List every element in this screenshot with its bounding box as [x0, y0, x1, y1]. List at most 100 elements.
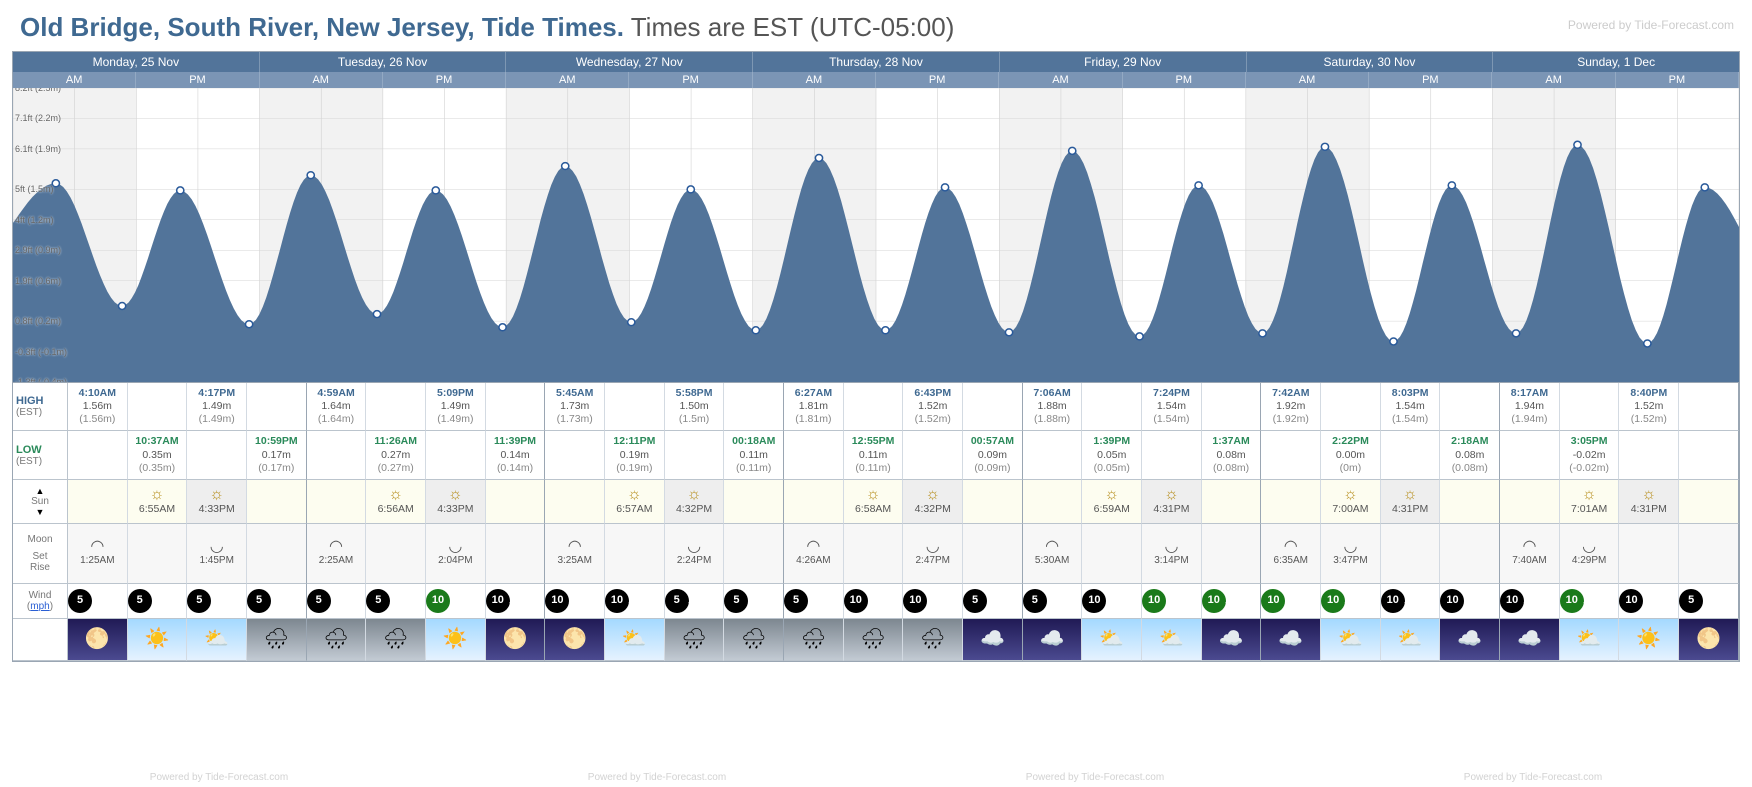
row-label-moon: Moon Set Rise	[13, 524, 68, 584]
row-label-sun: ▲ Sun ▼	[13, 480, 68, 524]
wind-indicator: 10↘	[903, 589, 927, 613]
ampm-label: PM	[383, 72, 506, 88]
data-cell	[486, 480, 546, 524]
wind-indicator: 5↑	[724, 589, 748, 613]
data-cell: ☁️	[963, 619, 1023, 661]
data-cell: ◡2:04PM	[426, 524, 486, 584]
data-cell	[545, 431, 605, 479]
data-cell: 6:27AM1.81m(1.81m)	[784, 383, 844, 431]
y-axis-label: 8.2ft (2.5m)	[15, 88, 61, 93]
ampm-label: PM	[136, 72, 259, 88]
weather-icon: ⛅	[1381, 619, 1440, 660]
wind-indicator: 10→	[1321, 589, 1345, 613]
y-axis-label: 4ft (1.2m)	[15, 215, 54, 225]
weather-icon: ☁️	[1440, 619, 1499, 660]
wind-indicator: 10→	[486, 589, 510, 613]
data-cell: ⛅	[1560, 619, 1620, 661]
sunset-icon: ☼	[1619, 487, 1678, 503]
weather-icon: ⛅	[1082, 619, 1141, 660]
moon-icon: ◠	[307, 539, 366, 555]
data-cell	[187, 431, 247, 479]
ampm-label: AM	[260, 72, 383, 88]
data-cell	[128, 383, 188, 431]
data-cell	[1142, 431, 1202, 479]
data-cell: 🌧	[307, 619, 367, 661]
ampm-label: PM	[1369, 72, 1492, 88]
ampm-label: PM	[1123, 72, 1246, 88]
data-cell: 10→	[545, 584, 605, 619]
wind-indicator: 10→	[1500, 589, 1524, 613]
wind-indicator: 5↓	[128, 589, 152, 613]
data-cell	[1440, 524, 1500, 584]
data-cell	[486, 383, 546, 431]
data-cell: ◠3:25AM	[545, 524, 605, 584]
data-cell	[486, 524, 546, 584]
data-cell	[1500, 431, 1560, 479]
sunrise-icon: ☼	[366, 487, 425, 503]
data-cell	[1440, 480, 1500, 524]
data-cell: 1:39PM0.05m(0.05m)	[1082, 431, 1142, 479]
data-cell: 5→	[366, 584, 426, 619]
data-cell	[247, 480, 307, 524]
data-cell: 10↘	[844, 584, 904, 619]
wind-indicator: 5↑	[784, 589, 808, 613]
title-main: Old Bridge, South River, New Jersey, Tid…	[20, 12, 624, 42]
wind-indicator: 5↘	[963, 589, 987, 613]
wind-indicator: 10→	[1381, 589, 1405, 613]
wind-indicator: 5→	[366, 589, 390, 613]
moon-icon: ◠	[1261, 539, 1320, 555]
y-axis-label: 1.9ft (0.6m)	[15, 276, 61, 286]
data-cell: 12:11PM0.19m(0.19m)	[605, 431, 665, 479]
data-cell: ☼4:33PM	[187, 480, 247, 524]
wind-indicator: 10→	[1619, 589, 1643, 613]
sunrise-icon: ☼	[605, 487, 664, 503]
watermark: Powered by Tide-Forecast.com	[1568, 18, 1734, 32]
data-cell	[903, 431, 963, 479]
sunrise-icon: ☼	[1560, 487, 1619, 503]
y-axis-label: 2.9ft (0.9m)	[15, 245, 61, 255]
day-header: Tuesday, 26 Nov	[260, 52, 507, 72]
data-cell: 4:59AM1.64m(1.64m)	[307, 383, 367, 431]
data-cell: ☼4:33PM	[426, 480, 486, 524]
weather-icon: 🌧	[724, 619, 783, 660]
data-cell: 🌕	[486, 619, 546, 661]
data-cell: 10→	[1440, 584, 1500, 619]
ampm-label: AM	[13, 72, 136, 88]
data-cell	[963, 480, 1023, 524]
data-cell	[665, 431, 725, 479]
data-cell: 5↑	[724, 584, 784, 619]
data-cell: 10→	[605, 584, 665, 619]
data-cell	[1440, 383, 1500, 431]
moon-icon: ◡	[903, 539, 962, 555]
wind-indicator: 5↘	[1679, 589, 1703, 613]
weather-icon: ☁️	[1500, 619, 1559, 660]
data-cell: ☼6:57AM	[605, 480, 665, 524]
data-cell: ☼4:31PM	[1142, 480, 1202, 524]
watermark-bottom: Powered by Tide-Forecast.comPowered by T…	[0, 772, 1752, 783]
y-axis-label: 0.8ft (0.2m)	[15, 316, 61, 326]
wind-indicator: 10↘	[844, 589, 868, 613]
data-cell	[1500, 480, 1560, 524]
data-cell	[605, 383, 665, 431]
data-cell: 🌧	[784, 619, 844, 661]
data-cell: ◠1:25AM	[68, 524, 128, 584]
wind-indicator: 10→	[1261, 589, 1285, 613]
moon-icon: ◠	[545, 539, 604, 555]
data-cell: ☼7:00AM	[1321, 480, 1381, 524]
weather-icon: ☁️	[1202, 619, 1261, 660]
day-header: Saturday, 30 Nov	[1247, 52, 1494, 72]
data-cell: 🌧	[844, 619, 904, 661]
data-cell	[1261, 431, 1321, 479]
data-cell: 8:17AM1.94m(1.94m)	[1500, 383, 1560, 431]
data-cell: ☀️	[128, 619, 188, 661]
data-cell	[844, 524, 904, 584]
moon-icon: ◠	[1500, 539, 1559, 555]
data-cell	[366, 383, 426, 431]
row-label-low: LOW (EST)	[13, 431, 68, 479]
data-cell	[1679, 431, 1739, 479]
data-cell	[247, 383, 307, 431]
sunset-icon: ☼	[1142, 487, 1201, 503]
data-cell: 🌧	[724, 619, 784, 661]
row-label-wind: Wind (mph)	[13, 584, 68, 619]
data-cell: ◡4:29PM	[1560, 524, 1620, 584]
